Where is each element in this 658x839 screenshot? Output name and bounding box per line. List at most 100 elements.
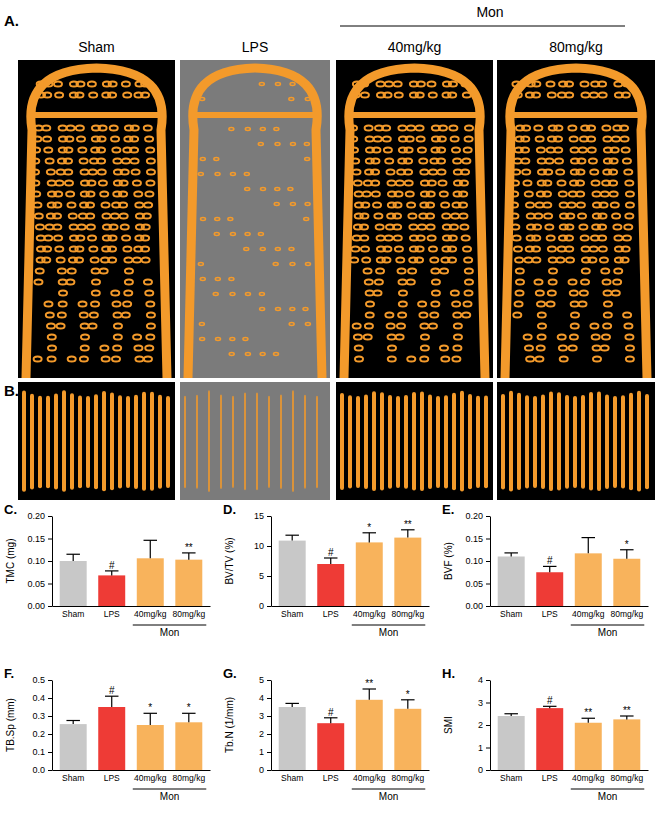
trabecula bbox=[97, 159, 105, 164]
axis-line bbox=[490, 517, 491, 607]
tick-label: 0.1 bbox=[32, 747, 45, 757]
trabecula bbox=[441, 357, 449, 362]
trabecula bbox=[592, 181, 600, 186]
tick-mark bbox=[48, 716, 52, 717]
tick: 1 bbox=[478, 743, 490, 753]
bar bbox=[279, 707, 306, 770]
error-bar bbox=[401, 700, 414, 709]
trabecula bbox=[397, 324, 405, 329]
trabecula bbox=[243, 338, 248, 341]
panel-label: H. bbox=[442, 666, 455, 681]
trabecula bbox=[144, 357, 152, 362]
trabecula bbox=[134, 192, 142, 197]
trabecula bbox=[123, 302, 131, 307]
significance: ** bbox=[365, 678, 373, 689]
tick: 0.10 bbox=[27, 556, 52, 566]
significance: ** bbox=[404, 519, 412, 530]
trabecula bbox=[372, 391, 376, 491]
trabecula bbox=[437, 148, 445, 153]
trabecula bbox=[459, 203, 467, 208]
significance: * bbox=[148, 702, 152, 713]
trabecula bbox=[100, 346, 108, 351]
trabecula bbox=[371, 170, 379, 175]
trabecula bbox=[532, 82, 540, 87]
trabecula bbox=[556, 258, 564, 263]
trabecula bbox=[546, 82, 554, 87]
trabecula bbox=[81, 335, 89, 340]
trabecula bbox=[609, 181, 617, 186]
tick: 0.3 bbox=[32, 711, 52, 721]
trabecula bbox=[98, 137, 106, 142]
trabecula bbox=[625, 214, 633, 219]
trabecula bbox=[380, 392, 384, 490]
trabecula bbox=[431, 269, 439, 274]
trabecula bbox=[577, 203, 585, 208]
error-bar bbox=[504, 714, 517, 716]
group-label: Mon bbox=[379, 791, 398, 802]
trabecula bbox=[147, 170, 155, 175]
trabecula bbox=[290, 143, 295, 146]
trabecula bbox=[462, 313, 470, 318]
plot-area bbox=[60, 696, 203, 770]
trabecula bbox=[124, 291, 132, 296]
group-line bbox=[352, 789, 426, 790]
trabecula bbox=[453, 346, 461, 351]
trabecula bbox=[86, 396, 90, 488]
trabecula bbox=[602, 126, 610, 131]
trabecula bbox=[70, 225, 78, 230]
trabecula bbox=[232, 396, 234, 488]
bar bbox=[98, 707, 125, 770]
tick-mark bbox=[486, 748, 490, 749]
trabecula bbox=[43, 247, 51, 252]
trabecula bbox=[366, 302, 374, 307]
trabecula bbox=[53, 203, 61, 208]
trabecula bbox=[208, 390, 210, 492]
tick: LPS bbox=[323, 773, 339, 783]
trabecula bbox=[534, 126, 542, 131]
bar bbox=[498, 557, 525, 607]
trabecula bbox=[417, 82, 425, 87]
image-background bbox=[497, 382, 655, 500]
axis-title: TMC (mg) bbox=[5, 539, 16, 584]
tick-mark bbox=[267, 752, 271, 753]
trabecula bbox=[599, 214, 607, 219]
error-cap bbox=[285, 535, 298, 536]
tick: 0.1 bbox=[32, 747, 52, 757]
trabecula bbox=[604, 313, 612, 318]
trabecula bbox=[622, 93, 630, 98]
tick-mark bbox=[486, 516, 490, 517]
trabecula bbox=[44, 302, 52, 307]
trabecula bbox=[364, 269, 372, 274]
significance: # bbox=[547, 695, 553, 706]
trabecula bbox=[354, 181, 362, 186]
x-axis: ShamLPS40mg/kg80mg/kg bbox=[491, 771, 649, 784]
trabecula bbox=[438, 137, 446, 142]
group-header: Mon bbox=[476, 4, 503, 20]
trabecula bbox=[275, 308, 280, 311]
tick-label: LPS bbox=[323, 773, 339, 783]
trabecula bbox=[452, 357, 460, 362]
group-line bbox=[340, 26, 625, 27]
trabecula bbox=[453, 159, 461, 164]
significance: # bbox=[547, 555, 553, 566]
trabecula bbox=[603, 280, 611, 285]
trabecula bbox=[141, 82, 149, 87]
trabecula bbox=[432, 280, 440, 285]
trabecula bbox=[533, 225, 541, 230]
tick: 0.00 bbox=[27, 601, 52, 611]
trabecula bbox=[395, 192, 403, 197]
trabecula bbox=[48, 357, 56, 362]
trabecula bbox=[215, 218, 220, 221]
trabecula bbox=[114, 313, 122, 318]
trabecula bbox=[382, 126, 390, 131]
trabecula bbox=[304, 218, 309, 221]
trabecula bbox=[613, 280, 621, 285]
chart: #**0.00.10.20.30.40.5ShamLPS40mg/kg80mg/… bbox=[4, 666, 211, 802]
trabecula bbox=[349, 126, 357, 131]
trabecula bbox=[305, 203, 310, 206]
trabecula bbox=[468, 394, 472, 489]
tick: 80mg/kg bbox=[611, 609, 644, 619]
trabecula bbox=[613, 225, 621, 230]
trabecula bbox=[304, 143, 309, 146]
trabecula bbox=[142, 258, 150, 263]
